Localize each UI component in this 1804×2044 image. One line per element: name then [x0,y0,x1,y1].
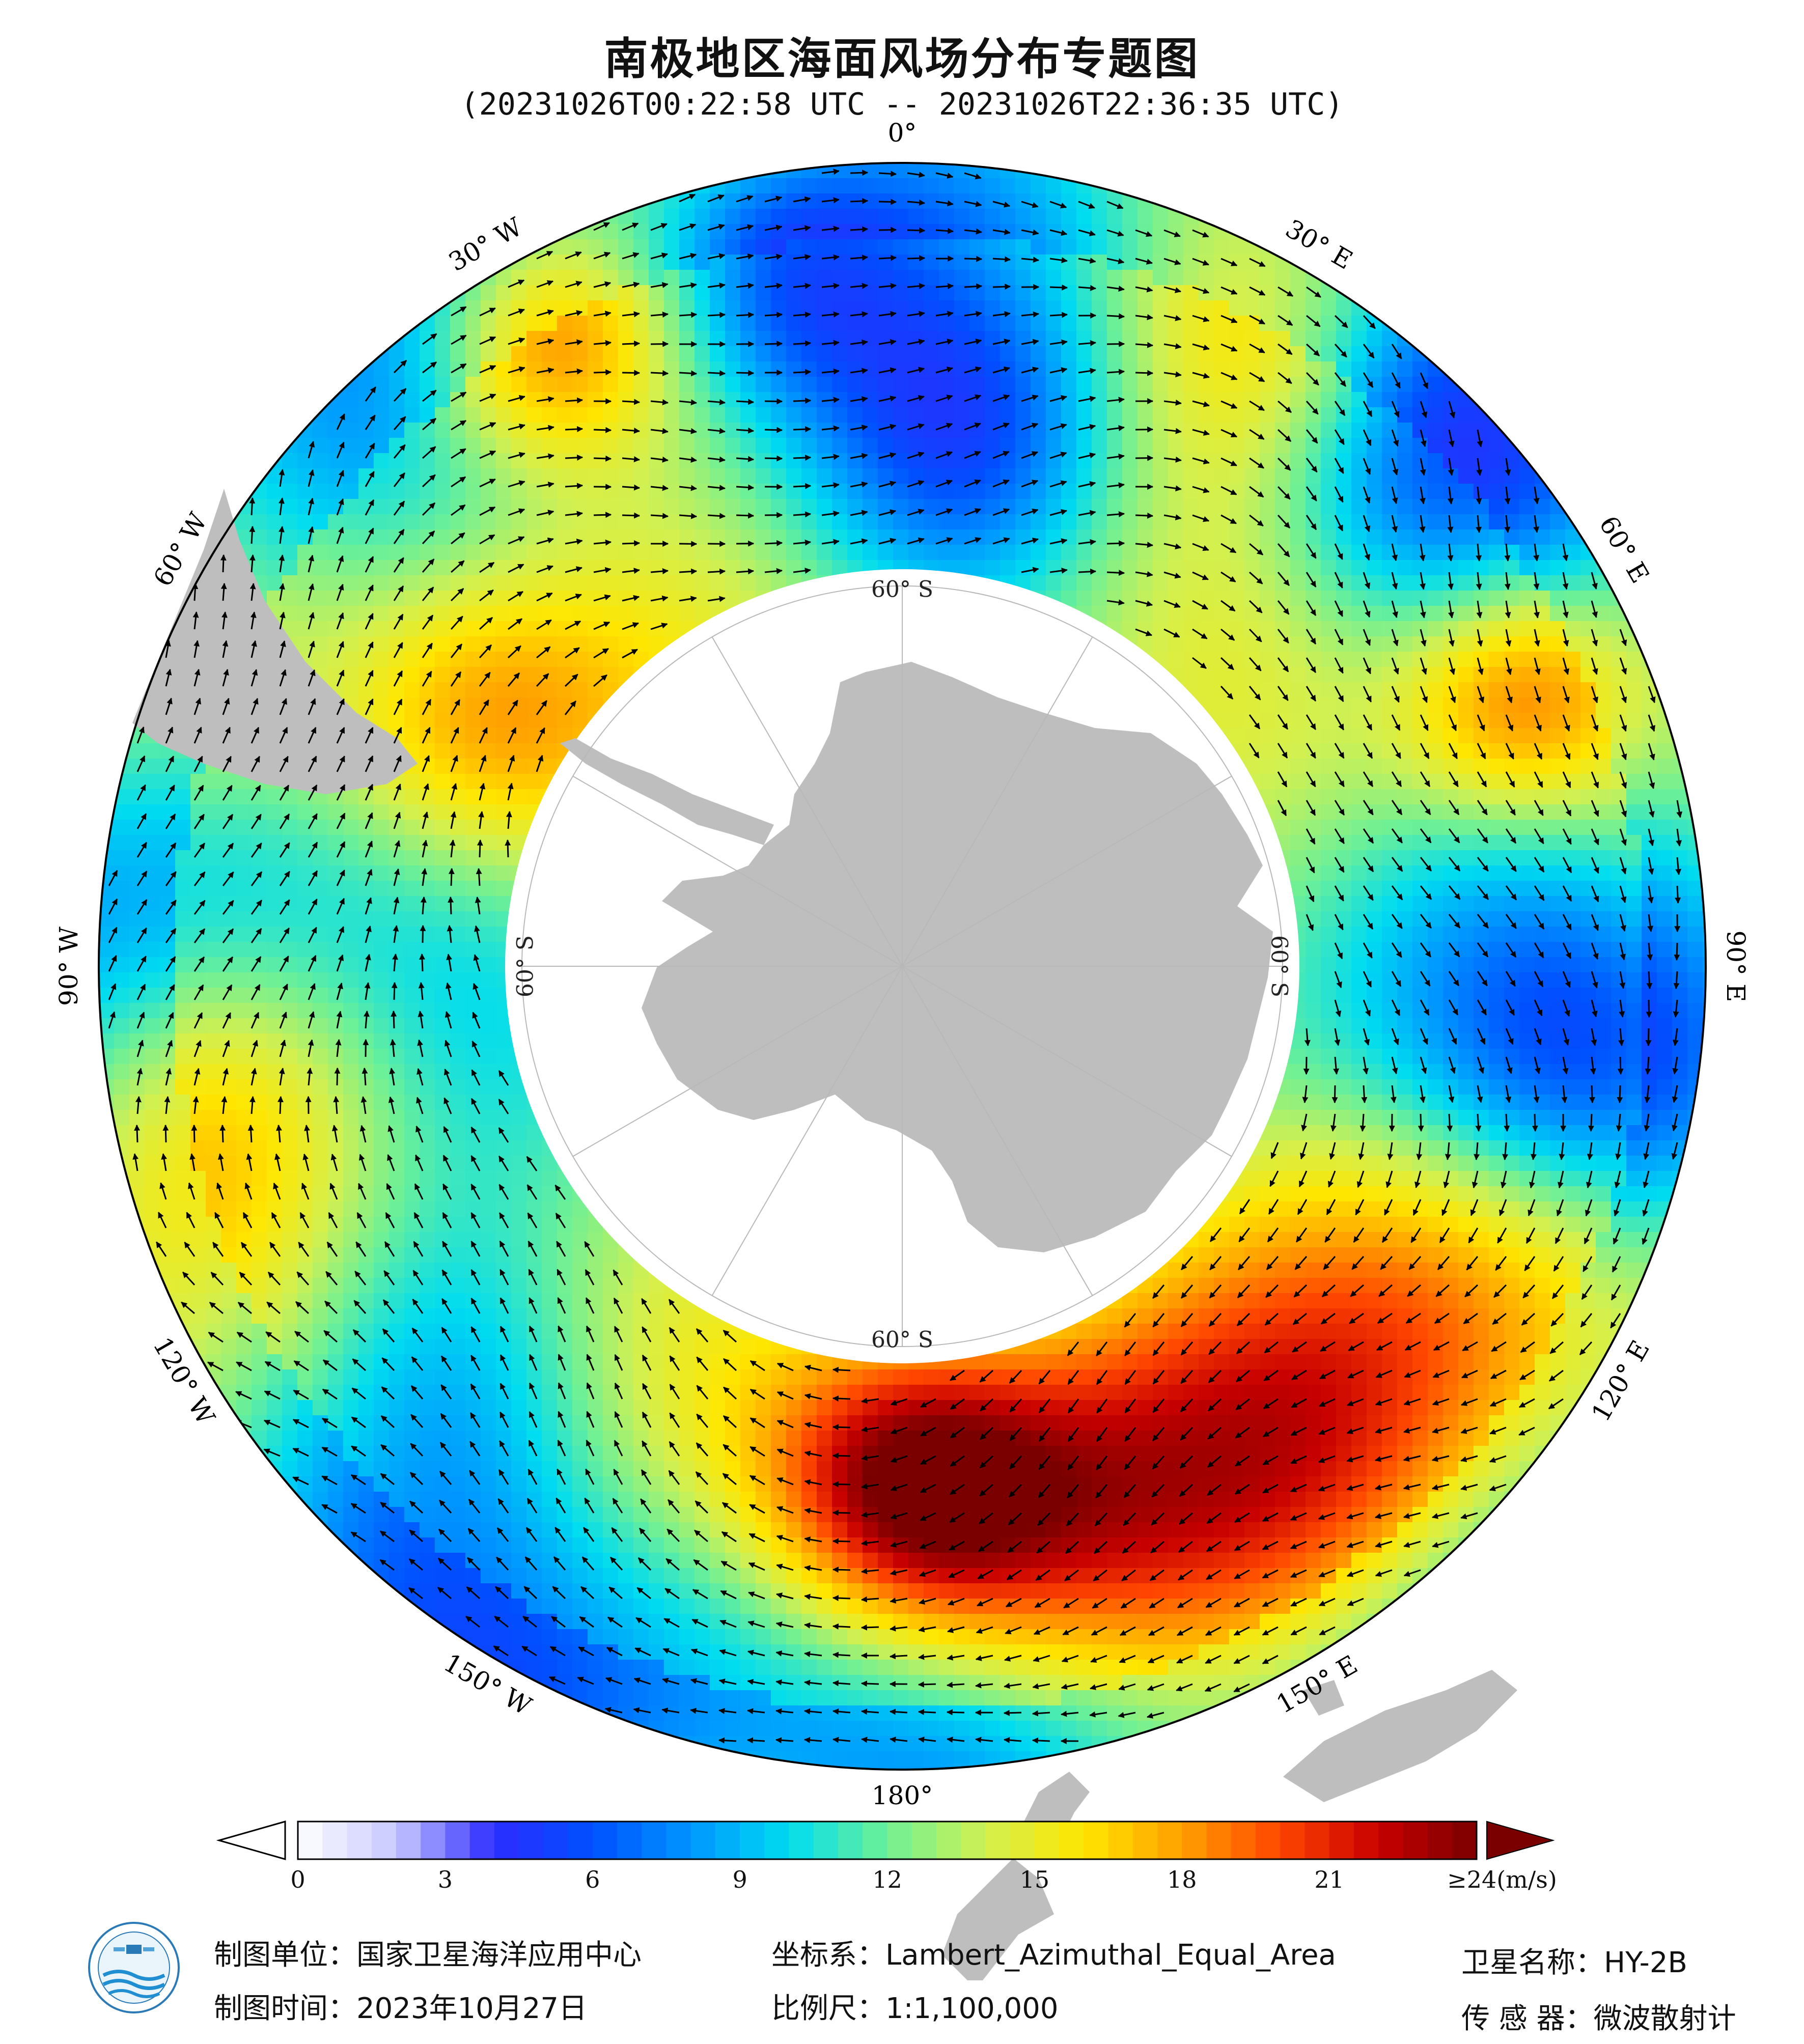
colorbar-tick-label: 6 [585,1866,600,1893]
colorbar-segment [666,1822,691,1859]
wind-vectors [108,169,1683,1744]
colorbar-segment [1305,1822,1330,1859]
colorbar-segment [322,1822,348,1859]
colorbar-segment [813,1822,839,1859]
colorbar-segment [1157,1822,1183,1859]
graticule [98,162,1707,1771]
antarctica-landmass [132,489,1517,1980]
colorbar-segment [1108,1822,1133,1859]
colorbar-segment [1231,1822,1256,1859]
colorbar-segment [911,1822,937,1859]
production-date: 制图时间：2023年10月27日 [214,1992,588,2025]
colorbar-tick-label: 12 [872,1866,902,1893]
colorbar-min-triangle [216,1821,286,1860]
antarctic-peninsula [560,738,774,845]
colorbar-segment [690,1822,716,1859]
colorbar-segment [1084,1822,1109,1859]
colorbar-segment [568,1822,593,1859]
longitude-label: 90° W [54,926,84,1006]
colorbar-segment [347,1822,372,1859]
colorbar [216,1821,1555,1860]
latitude-label: 60° S [871,577,933,603]
map-border-circle [98,162,1707,1771]
latitude-labels: 60° S 60° S 60° S 60° S [513,577,1292,1353]
colorbar-segment [961,1822,986,1859]
meridian-line [902,775,1232,967]
colorbar-segment [469,1822,495,1859]
meridian-line [711,966,903,1296]
colorbar-segment [1353,1822,1379,1859]
colorbar-segment [1206,1822,1232,1859]
colorbar-segment [445,1822,470,1859]
meridian-line [902,966,1232,1157]
colorbar-segment [985,1822,1011,1859]
colorbar-tick-label: 18 [1167,1866,1197,1893]
colorbar-segment [936,1822,962,1859]
colorbar-segment [494,1822,520,1859]
colorbar-segment [1427,1822,1453,1859]
meridian-line [902,636,1093,967]
nsoas-logo-icon [88,1922,180,2013]
colorbar-segment [1182,1822,1207,1859]
satellite-name: 卫星名称：HY-2B [1461,1946,1687,1979]
latitude-label: 60° S [871,1327,933,1353]
colorbar-tick-label: 9 [732,1866,747,1893]
colorbar-segment [543,1822,569,1859]
longitude-label: 90° E [1721,930,1751,1002]
map-title: 南极地区海面风场分布专题图 [604,34,1200,85]
latitude-label: 60° S [1266,935,1292,997]
colorbar-segment [371,1822,397,1859]
colorbar-tick-label: 15 [1019,1866,1050,1893]
production-unit: 制图单位：国家卫星海洋应用中心 [214,1939,642,1972]
australia-tasmania [1283,1670,1517,1802]
antarctica-continent [642,662,1273,1252]
colorbar-segment [1132,1822,1158,1859]
colorbar-segment [396,1822,422,1859]
colorbar-segment [1280,1822,1306,1859]
colorbar-segment [642,1822,667,1859]
south-america-tip [132,489,418,794]
colorbar-segment [1059,1822,1085,1859]
meridian-line [572,775,903,967]
colorbar-max-label: ≥24(m/s) [1447,1866,1557,1893]
colorbar-segment [1403,1822,1428,1859]
longitude-label: 180° [872,1781,933,1810]
colorbar-segment [1452,1822,1477,1859]
sensor-name: 传 感 器：微波散射计 [1461,2002,1736,2035]
colorbar-segment [1255,1822,1281,1859]
colorbar-segment [1034,1822,1060,1859]
colorbar-segment [1010,1822,1035,1859]
map-time-range: (20231026T00:22:58 UTC -- 20231026T22:36… [460,87,1344,122]
latitude-label: 60° S [513,935,539,997]
longitude-label: 0° [888,118,917,148]
meridian-line [572,966,903,1157]
coordinate-system: 坐标系：Lambert_Azimuthal_Equal_Area [771,1939,1336,1972]
colorbar-segment [1378,1822,1404,1859]
colorbar-segment [838,1822,864,1859]
colorbar-segment [592,1822,618,1859]
colorbar-segment [789,1822,814,1859]
colorbar-tick-label: 21 [1314,1866,1344,1893]
colorbar-segment [740,1822,765,1859]
colorbar-segment [617,1822,643,1859]
colorbar-max-triangle [1486,1821,1555,1860]
meridian-line [902,966,1093,1296]
colorbar-segment [715,1822,741,1859]
colorbar-segment [1329,1822,1354,1859]
colorbar-segment [421,1822,446,1859]
colorbar-segment [519,1822,544,1859]
colorbar-segment [298,1822,323,1859]
colorbar-tick-label: 3 [437,1866,453,1893]
meridian-line [711,636,903,967]
colorbar-segment [863,1822,888,1859]
colorbar-segment [764,1822,790,1859]
colorbar-frame [297,1821,1478,1860]
map-scale: 比例尺：1:1,100,000 [771,1992,1059,2025]
colorbar-segment [887,1822,912,1859]
colorbar-tick-label: 0 [290,1866,306,1893]
